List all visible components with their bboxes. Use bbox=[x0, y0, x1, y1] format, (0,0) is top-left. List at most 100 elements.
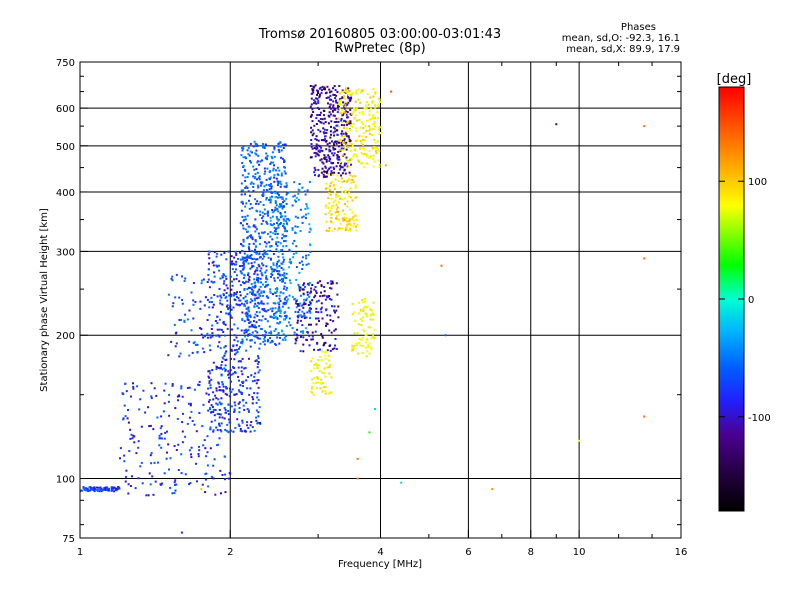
data-point bbox=[254, 294, 257, 297]
data-point bbox=[278, 301, 280, 304]
data-point bbox=[310, 323, 312, 326]
data-point bbox=[240, 391, 243, 394]
data-point bbox=[362, 126, 365, 129]
data-point bbox=[270, 155, 273, 158]
data-point bbox=[368, 113, 371, 116]
data-point bbox=[147, 406, 149, 409]
data-point bbox=[309, 244, 312, 247]
data-point bbox=[209, 336, 212, 339]
data-point bbox=[349, 140, 351, 143]
data-point bbox=[259, 160, 262, 163]
data-point bbox=[220, 253, 223, 256]
data-point bbox=[223, 274, 225, 277]
data-point bbox=[285, 314, 288, 317]
data-point bbox=[280, 196, 283, 199]
data-point bbox=[237, 303, 239, 306]
data-point bbox=[329, 193, 332, 196]
data-point bbox=[332, 154, 335, 157]
data-point bbox=[246, 424, 248, 427]
data-point bbox=[190, 456, 193, 459]
data-point bbox=[207, 485, 210, 488]
data-point bbox=[372, 154, 375, 157]
data-point bbox=[364, 104, 367, 107]
data-point bbox=[249, 345, 252, 348]
data-point bbox=[361, 352, 364, 354]
data-point bbox=[233, 367, 236, 369]
data-point bbox=[349, 149, 352, 152]
data-point bbox=[234, 250, 237, 253]
data-point bbox=[310, 143, 313, 145]
data-point bbox=[188, 309, 191, 312]
data-point bbox=[249, 203, 252, 206]
data-point bbox=[160, 432, 163, 435]
data-point bbox=[299, 230, 302, 232]
data-point bbox=[311, 134, 314, 137]
data-point bbox=[282, 147, 285, 149]
data-point bbox=[341, 166, 344, 169]
data-point bbox=[277, 309, 280, 312]
data-point bbox=[141, 482, 144, 485]
data-point bbox=[328, 106, 331, 109]
data-point bbox=[150, 462, 153, 465]
data-point bbox=[282, 275, 285, 277]
data-point bbox=[210, 411, 212, 414]
data-point bbox=[243, 367, 246, 370]
data-point bbox=[301, 221, 304, 224]
data-point bbox=[238, 390, 241, 393]
data-point bbox=[370, 346, 373, 349]
y-tick-label: 750 bbox=[56, 58, 75, 69]
data-point bbox=[308, 181, 311, 183]
data-point bbox=[273, 145, 276, 148]
data-point bbox=[269, 341, 272, 344]
data-point bbox=[274, 328, 277, 331]
data-point bbox=[337, 316, 340, 319]
data-point bbox=[311, 385, 314, 388]
data-point bbox=[250, 181, 253, 184]
data-point bbox=[244, 312, 247, 315]
data-point bbox=[328, 189, 331, 192]
data-point bbox=[269, 216, 272, 219]
data-point bbox=[208, 301, 211, 304]
data-point bbox=[219, 366, 222, 369]
data-point bbox=[258, 252, 261, 255]
data-point bbox=[301, 324, 304, 327]
data-point bbox=[242, 268, 245, 271]
data-point bbox=[259, 184, 262, 187]
data-point bbox=[340, 147, 343, 150]
data-point bbox=[269, 176, 272, 179]
data-point bbox=[377, 105, 380, 108]
data-point bbox=[106, 488, 108, 491]
data-point bbox=[332, 166, 335, 169]
data-point bbox=[244, 335, 246, 338]
data-point bbox=[322, 173, 325, 176]
data-point bbox=[251, 288, 253, 291]
data-point bbox=[213, 458, 216, 461]
data-point bbox=[227, 403, 230, 406]
data-point bbox=[276, 196, 279, 199]
data-point bbox=[274, 288, 277, 290]
data-point bbox=[251, 380, 254, 383]
data-point bbox=[325, 324, 327, 327]
data-point bbox=[333, 227, 336, 230]
data-point bbox=[264, 330, 266, 333]
data-point bbox=[315, 387, 318, 390]
data-point bbox=[262, 219, 265, 222]
data-point bbox=[302, 306, 305, 309]
data-point bbox=[278, 314, 281, 317]
data-point bbox=[225, 292, 228, 294]
data-point bbox=[351, 211, 354, 214]
data-point bbox=[272, 223, 275, 225]
data-point bbox=[354, 153, 357, 156]
data-point bbox=[335, 193, 338, 196]
data-point bbox=[354, 109, 357, 112]
data-point bbox=[246, 421, 249, 424]
data-point bbox=[355, 155, 358, 158]
data-point bbox=[370, 155, 372, 158]
data-point bbox=[308, 344, 311, 347]
data-point bbox=[226, 287, 229, 290]
data-point bbox=[204, 447, 207, 450]
data-point bbox=[313, 296, 316, 299]
data-point bbox=[326, 169, 329, 172]
data-point bbox=[211, 369, 214, 371]
data-point bbox=[225, 312, 228, 315]
